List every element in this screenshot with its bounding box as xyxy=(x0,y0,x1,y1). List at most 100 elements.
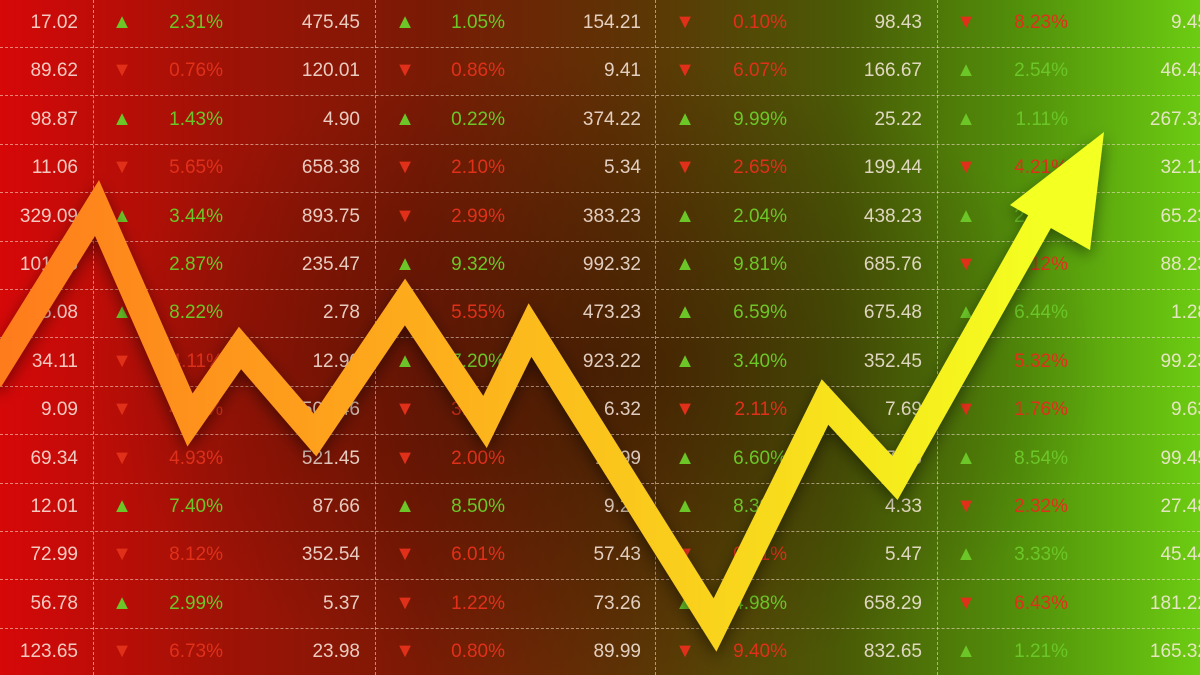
price-value: 832.65 xyxy=(863,641,922,663)
price-value: 475.45 xyxy=(301,12,360,33)
price-value: 199.44 xyxy=(863,157,922,179)
price-value: 9.63 xyxy=(1171,399,1200,421)
grid-divider-horizontal xyxy=(0,240,1200,242)
triangle-up-icon: ▲ xyxy=(675,107,695,130)
percent-change: 5.32% xyxy=(1014,350,1068,372)
triangle-up-icon: ▲ xyxy=(112,11,132,33)
triangle-down-icon: ▼ xyxy=(675,640,695,663)
price-value: 473.23 xyxy=(582,302,641,324)
triangle-down-icon: ▼ xyxy=(112,59,132,82)
price-value: 675.48 xyxy=(863,302,922,324)
percent-change: 8.12% xyxy=(169,544,223,566)
triangle-down-icon: ▼ xyxy=(675,11,695,33)
price-value: 9.45 xyxy=(1171,12,1200,33)
percent-change: 4.98% xyxy=(733,592,787,614)
percent-change: 1.11% xyxy=(1015,108,1068,130)
percent-change: 2.54% xyxy=(1014,60,1068,82)
percent-change: 1.43% xyxy=(169,108,223,130)
percent-change: 0.76% xyxy=(169,60,223,82)
triangle-down-icon: ▼ xyxy=(956,11,976,33)
price-value: 5.37 xyxy=(323,592,360,614)
price-value: 120.01 xyxy=(301,60,360,82)
price-value: 25.22 xyxy=(874,108,922,130)
triangle-down-icon: ▼ xyxy=(675,59,695,82)
percent-change: 0.22% xyxy=(451,108,505,130)
price-value: 99.45 xyxy=(1160,447,1200,469)
percent-change: 0.10% xyxy=(733,12,787,33)
triangle-up-icon: ▲ xyxy=(395,495,415,517)
price-value: 89.62 xyxy=(30,60,78,82)
price-value: 73.26 xyxy=(593,592,641,614)
percent-change: 9.81% xyxy=(733,254,787,275)
price-value: 5.47 xyxy=(885,544,922,566)
percent-change: 2.87% xyxy=(169,254,223,275)
grid-divider-horizontal xyxy=(0,385,1200,387)
triangle-down-icon: ▼ xyxy=(112,446,132,469)
price-value: 98.43 xyxy=(874,12,922,33)
percent-change: 2.31% xyxy=(169,12,223,33)
price-value: 4.33 xyxy=(885,496,922,517)
triangle-down-icon: ▼ xyxy=(395,640,415,663)
price-value: 165.32 xyxy=(1149,641,1200,663)
price-value: 154.21 xyxy=(582,12,641,33)
price-value: 23.98 xyxy=(312,641,360,663)
triangle-up-icon: ▲ xyxy=(675,253,695,275)
percent-change: 2.04% xyxy=(733,205,787,227)
percent-change: 7.40% xyxy=(169,496,223,517)
percent-change: 2.99% xyxy=(169,592,223,614)
triangle-up-icon: ▲ xyxy=(112,204,132,227)
triangle-down-icon: ▼ xyxy=(395,204,415,227)
percent-change: 9.40% xyxy=(733,641,787,663)
triangle-down-icon: ▼ xyxy=(956,156,976,179)
percent-change: 8.50% xyxy=(451,496,505,517)
price-value: 374.22 xyxy=(582,108,641,130)
price-value: 57.43 xyxy=(593,544,641,566)
triangle-down-icon: ▼ xyxy=(395,446,415,469)
price-value: 893.75 xyxy=(301,205,360,227)
percent-change: 3.33% xyxy=(1014,544,1068,566)
price-value: 329.09 xyxy=(19,205,78,227)
price-value: 9.09 xyxy=(41,399,78,421)
price-value: 1.28 xyxy=(1171,302,1200,324)
triangle-up-icon: ▲ xyxy=(675,349,695,372)
price-value: 123.65 xyxy=(19,641,78,663)
percent-change: 0.80% xyxy=(451,641,505,663)
percent-change: 1.22% xyxy=(451,592,505,614)
percent-change: 1.05% xyxy=(451,12,505,33)
price-value: 235.47 xyxy=(301,254,360,275)
grid-divider-horizontal xyxy=(0,95,1200,97)
triangle-up-icon: ▲ xyxy=(956,446,976,469)
price-value: 72.99 xyxy=(30,544,78,566)
triangle-up-icon: ▲ xyxy=(956,59,976,82)
triangle-up-icon: ▲ xyxy=(112,591,132,614)
percent-change: 8.54% xyxy=(1014,447,1068,469)
percent-change: 2.11% xyxy=(734,399,787,421)
price-value: 685.76 xyxy=(863,254,922,275)
grid-divider-horizontal xyxy=(0,531,1200,532)
triangle-down-icon: ▼ xyxy=(112,398,132,421)
triangle-up-icon: ▲ xyxy=(112,107,132,130)
grid-divider-horizontal xyxy=(0,337,1200,339)
price-value: 56.78 xyxy=(30,592,78,614)
triangle-up-icon: ▲ xyxy=(395,11,415,33)
percent-change: 6.07% xyxy=(733,60,787,82)
price-value: 166.67 xyxy=(863,60,922,82)
percent-change: 1.76% xyxy=(1014,399,1068,421)
price-value: 65.23 xyxy=(1160,205,1200,227)
triangle-down-icon: ▼ xyxy=(395,59,415,82)
price-value: 12.01 xyxy=(30,496,78,517)
price-value: 9.41 xyxy=(604,60,641,82)
price-value: 2.78 xyxy=(323,302,360,324)
price-value: 11.06 xyxy=(31,157,78,179)
triangle-down-icon: ▼ xyxy=(675,398,695,421)
percent-change: 3.44% xyxy=(169,205,223,227)
triangle-down-icon: ▼ xyxy=(112,543,132,566)
price-value: 17.02 xyxy=(30,12,78,33)
grid-divider-horizontal xyxy=(0,289,1200,290)
grid-divider-horizontal xyxy=(0,192,1200,194)
triangle-down-icon: ▼ xyxy=(956,398,976,421)
price-value: 267.32 xyxy=(1149,108,1200,130)
price-value: 5.34 xyxy=(604,157,641,179)
triangle-up-icon: ▲ xyxy=(675,495,695,517)
